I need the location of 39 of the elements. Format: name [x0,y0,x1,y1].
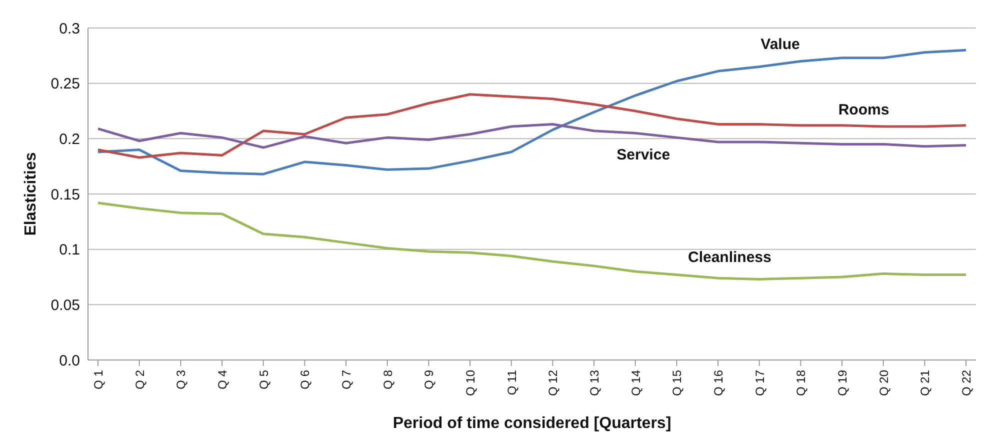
x-tick-label: Q 5 [256,370,271,390]
x-tick-label: Q 15 [670,370,684,396]
x-tick-label: Q 10 [464,370,478,396]
y-axis-title: Elasticities [22,152,40,236]
x-tick-label: Q 11 [504,370,519,396]
series-label: Value [760,36,800,54]
series-label: Rooms [838,101,890,118]
x-tick-label: Q 18 [794,370,808,396]
line-series [96,93,968,159]
x-tick-label: Q 7 [340,370,354,390]
x-tick-label: Q 16 [712,370,726,396]
x-tick-label: Q 2 [132,370,147,390]
x-tick-label: Q 8 [380,370,395,390]
x-tick-label: Q 1 [92,370,106,390]
y-tick-label: 0.1 [59,242,80,259]
series-label: Cleanliness [688,249,772,266]
y-tick-label: 0.2 [59,130,80,148]
x-tick-label: Q 20 [876,370,891,396]
x-tick-label: Q 17 [752,370,767,396]
y-tick-label: 0.25 [50,76,80,93]
x-tick-label: Q 22 [960,370,974,396]
x-axis-title: Period of time considered [Quarters] [392,415,672,432]
line-series [96,123,968,149]
x-tick-label: Q 12 [546,370,560,396]
x-tick-label: Q 13 [588,370,602,396]
y-tick-label: 0.0 [59,352,80,370]
line-series [96,48,968,176]
line-series [96,202,968,280]
x-tick-label: Q 9 [422,370,436,390]
x-tick-label: Q 14 [628,370,643,396]
x-tick-label: Q 21 [918,370,932,396]
y-tick-label: 0.3 [59,20,80,38]
y-tick-label: 0.15 [50,186,80,204]
x-tick-label: Q 6 [298,370,312,390]
x-tick-label: Q 19 [836,370,850,396]
y-tick-label: 0.05 [50,296,80,314]
x-tick-label: Q 3 [174,370,188,390]
x-tick-label: Q 4 [216,370,230,390]
series-label: Service [616,146,670,164]
